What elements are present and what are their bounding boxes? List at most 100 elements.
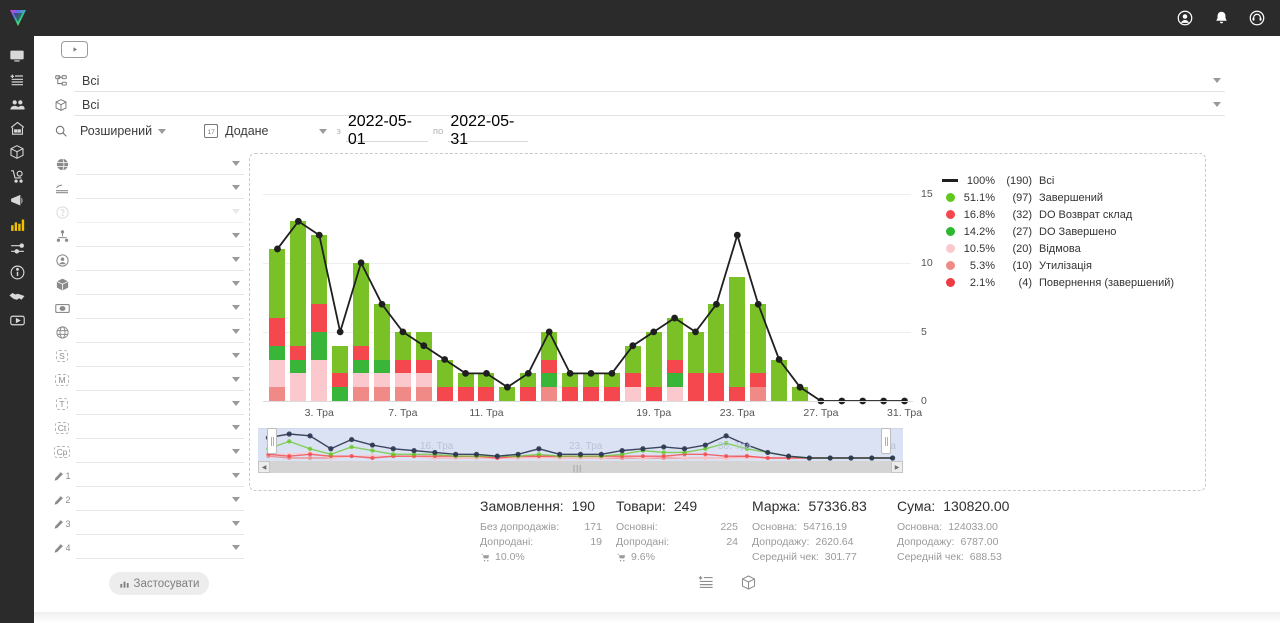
chevron-down-icon[interactable] xyxy=(232,401,240,406)
sidebar-item-info[interactable] xyxy=(0,260,34,284)
apply-button[interactable]: Застосувати xyxy=(109,572,209,595)
chevron-down-icon[interactable] xyxy=(232,209,240,214)
chart-bar[interactable] xyxy=(750,304,767,401)
sidebar-item-home[interactable] xyxy=(0,116,34,140)
filter-pen-3[interactable]: 3 xyxy=(48,512,244,536)
filter-row-product[interactable]: Всі xyxy=(48,93,1225,117)
chart-bar[interactable] xyxy=(457,373,474,401)
filter-pen-2[interactable]: 2 xyxy=(48,488,244,512)
legend-item[interactable]: 5.3% (10) Утилізація xyxy=(937,257,1207,274)
pen3-select[interactable] xyxy=(76,513,244,535)
sidebar-item-monitor[interactable] xyxy=(0,44,34,68)
scroll-right-arrow[interactable]: ▶ xyxy=(891,461,903,473)
chevron-down-icon[interactable] xyxy=(232,449,240,454)
pen4-select[interactable] xyxy=(76,537,244,559)
chevron-down-icon[interactable] xyxy=(232,377,240,382)
tag-s-select[interactable] xyxy=(76,345,244,367)
legend-item[interactable]: 51.1% (97) Завершений xyxy=(937,189,1207,206)
tag-cp-select[interactable] xyxy=(76,441,244,463)
box3d-select[interactable] xyxy=(76,273,244,295)
filter-tag-m[interactable]: M xyxy=(48,368,244,392)
chevron-down-icon[interactable] xyxy=(232,329,240,334)
question-select[interactable] xyxy=(76,201,244,223)
chevron-down-icon[interactable] xyxy=(1213,78,1221,83)
sidebar-item-play[interactable] xyxy=(0,308,34,332)
legend-item[interactable]: 2.1% (4) Повернення (завершений) xyxy=(937,274,1207,291)
chart-bar[interactable] xyxy=(666,318,683,401)
date-field-dropdown[interactable]: 17 Додане xyxy=(166,123,327,138)
hierarchy-select[interactable] xyxy=(76,225,244,247)
sidebar-item-sliders[interactable] xyxy=(0,236,34,260)
chevron-down-icon[interactable] xyxy=(232,161,240,166)
chart-bar[interactable] xyxy=(562,373,579,401)
chart-bar[interactable] xyxy=(353,262,370,401)
chevron-down-icon[interactable] xyxy=(232,353,240,358)
chart-bar[interactable] xyxy=(332,345,349,401)
filter-tag-t[interactable]: T xyxy=(48,392,244,416)
filter-signature[interactable] xyxy=(48,176,244,200)
tag-m-select[interactable] xyxy=(76,369,244,391)
chevron-down-icon[interactable] xyxy=(232,473,240,478)
chart-bar[interactable] xyxy=(499,387,516,401)
chart-bar[interactable] xyxy=(624,345,641,401)
tag-t-select[interactable] xyxy=(76,393,244,415)
navigator-scrollbar[interactable]: ◀ ▶ ||| xyxy=(258,461,903,473)
chevron-down-icon[interactable] xyxy=(232,425,240,430)
tag-ct-select[interactable] xyxy=(76,417,244,439)
chevron-down-icon[interactable] xyxy=(232,233,240,238)
chart-bar[interactable] xyxy=(708,304,725,401)
chart-bar[interactable] xyxy=(373,304,390,401)
chevron-down-icon[interactable] xyxy=(232,521,240,526)
legend-item[interactable]: 100% (190) Всі xyxy=(937,172,1207,189)
product-select[interactable]: Всі xyxy=(74,94,1225,116)
filter-question[interactable] xyxy=(48,200,244,224)
scroll-left-arrow[interactable]: ◀ xyxy=(258,461,270,473)
search-mode-dropdown[interactable]: Розширений xyxy=(74,124,167,138)
sidebar-item-list[interactable] xyxy=(0,68,34,92)
chart-bar[interactable] xyxy=(603,373,620,401)
chevron-down-icon[interactable] xyxy=(232,545,240,550)
chevron-down-icon[interactable] xyxy=(232,305,240,310)
chart-bar[interactable] xyxy=(729,276,746,401)
sidebar-item-users[interactable] xyxy=(0,92,34,116)
chart-navigator[interactable]: 16. Тра 23. Тра 30. Тра ра xyxy=(258,428,903,461)
scrollbar-grip[interactable]: ||| xyxy=(573,464,583,473)
globe-select[interactable] xyxy=(76,153,244,175)
chart-bar[interactable] xyxy=(436,359,453,401)
filter-pen-1[interactable]: 1 xyxy=(48,464,244,488)
chevron-down-icon[interactable] xyxy=(232,185,240,190)
chevron-down-icon[interactable] xyxy=(318,128,327,134)
pen2-select[interactable] xyxy=(76,489,244,511)
chevron-down-icon[interactable] xyxy=(232,257,240,262)
filter-tag-cp[interactable]: Cp xyxy=(48,440,244,464)
sidebar-item-megaphone[interactable] xyxy=(0,188,34,212)
legend-item[interactable]: 14.2% (27) DO Завершено xyxy=(937,223,1207,240)
user-select[interactable] xyxy=(76,249,244,271)
box-icon[interactable] xyxy=(740,574,757,596)
filter-pen-4[interactable]: 4 xyxy=(48,536,244,560)
money-select[interactable] xyxy=(76,297,244,319)
brand-logo[interactable] xyxy=(0,0,36,36)
filter-tag-ct[interactable]: Ct xyxy=(48,416,244,440)
filter-globe-grid[interactable] xyxy=(48,320,244,344)
sidebar-item-cart[interactable] xyxy=(0,164,34,188)
date-to-input[interactable]: 2022-05-31 xyxy=(448,113,529,148)
filter-user[interactable] xyxy=(48,248,244,272)
date-from-input[interactable]: 2022-05-01 xyxy=(345,113,428,148)
chevron-down-icon[interactable] xyxy=(232,497,240,502)
filter-money[interactable] xyxy=(48,296,244,320)
chevron-down-icon[interactable] xyxy=(158,128,167,134)
legend-item[interactable]: 10.5% (20) Відмова xyxy=(937,240,1207,257)
chart-bar[interactable] xyxy=(394,331,411,401)
filter-globe[interactable] xyxy=(48,152,244,176)
filter-row-category[interactable]: Всі xyxy=(48,69,1225,93)
chevron-down-icon[interactable] xyxy=(232,281,240,286)
chart-bar[interactable] xyxy=(269,248,286,401)
chart-bar[interactable] xyxy=(687,331,704,401)
category-select[interactable]: Всі xyxy=(74,70,1225,92)
chart-bar[interactable] xyxy=(290,221,307,401)
sidebar-item-handshake[interactable] xyxy=(0,284,34,308)
list-detail-icon[interactable] xyxy=(697,574,714,596)
chart-bar[interactable] xyxy=(771,359,788,401)
pen1-select[interactable] xyxy=(76,465,244,487)
